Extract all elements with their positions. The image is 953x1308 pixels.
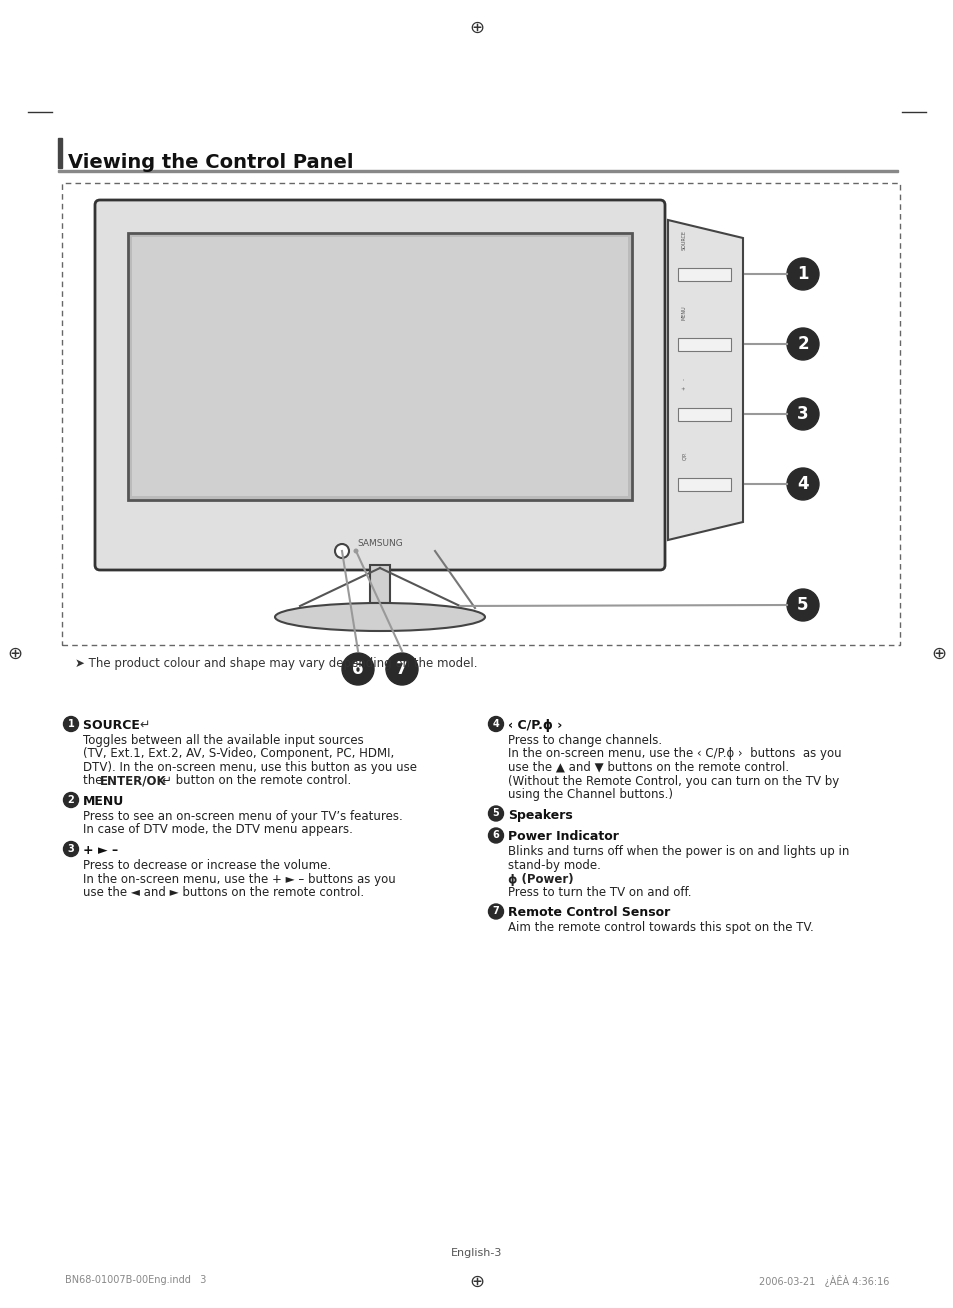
Polygon shape bbox=[667, 220, 742, 540]
Circle shape bbox=[335, 544, 349, 559]
Text: (Without the Remote Control, you can turn on the TV by: (Without the Remote Control, you can tur… bbox=[507, 774, 839, 787]
Text: Blinks and turns off when the power is on and lights up in: Blinks and turns off when the power is o… bbox=[507, 845, 848, 858]
Circle shape bbox=[786, 328, 818, 360]
Circle shape bbox=[488, 717, 503, 731]
Text: Viewing the Control Panel: Viewing the Control Panel bbox=[68, 153, 354, 171]
Text: use the ▲ and ▼ buttons on the remote control.: use the ▲ and ▼ buttons on the remote co… bbox=[507, 761, 788, 774]
Text: English-3: English-3 bbox=[451, 1248, 502, 1258]
Text: 1: 1 bbox=[797, 266, 808, 283]
Text: 1: 1 bbox=[68, 719, 74, 729]
Text: the: the bbox=[83, 774, 106, 787]
Text: C/P.: C/P. bbox=[681, 451, 686, 460]
Text: 2: 2 bbox=[68, 795, 74, 804]
Bar bbox=[58, 170, 897, 171]
Text: ➤ The product colour and shape may vary depending on the model.: ➤ The product colour and shape may vary … bbox=[75, 657, 477, 670]
Bar bbox=[678, 337, 730, 351]
Bar bbox=[62, 183, 899, 645]
Text: 6: 6 bbox=[492, 831, 498, 841]
Text: Aim the remote control towards this spot on the TV.: Aim the remote control towards this spot… bbox=[507, 922, 813, 934]
Text: ENTER/OK: ENTER/OK bbox=[100, 774, 167, 787]
Circle shape bbox=[341, 653, 374, 685]
Text: Power Indicator: Power Indicator bbox=[507, 831, 618, 844]
Text: stand-by mode.: stand-by mode. bbox=[507, 859, 600, 872]
Circle shape bbox=[488, 904, 503, 920]
Circle shape bbox=[64, 841, 78, 857]
Circle shape bbox=[488, 806, 503, 821]
Text: ⊕: ⊕ bbox=[8, 645, 23, 663]
Text: ⊕: ⊕ bbox=[469, 1273, 484, 1291]
Text: 7: 7 bbox=[395, 661, 407, 678]
Text: Toggles between all the available input sources: Toggles between all the available input … bbox=[83, 734, 363, 747]
Text: ⊕: ⊕ bbox=[469, 20, 484, 37]
Text: SOURCE: SOURCE bbox=[681, 230, 686, 250]
Circle shape bbox=[786, 589, 818, 621]
Text: 4: 4 bbox=[492, 719, 498, 729]
Text: 4: 4 bbox=[797, 475, 808, 493]
Text: +    -: + - bbox=[681, 378, 686, 390]
Text: 5: 5 bbox=[797, 596, 808, 613]
Circle shape bbox=[488, 828, 503, 842]
Text: 7: 7 bbox=[492, 906, 498, 917]
Text: + ► –: + ► – bbox=[83, 844, 118, 857]
Text: 3: 3 bbox=[797, 405, 808, 422]
Circle shape bbox=[354, 548, 358, 553]
Circle shape bbox=[64, 717, 78, 731]
Text: In the on-screen menu, use the + ► – buttons as you: In the on-screen menu, use the + ► – but… bbox=[83, 872, 395, 886]
Text: ‹ C/P.ϕ ›: ‹ C/P.ϕ › bbox=[507, 719, 561, 732]
Text: MENU: MENU bbox=[681, 305, 686, 320]
Text: using the Channel buttons.): using the Channel buttons.) bbox=[507, 787, 672, 800]
Text: 2006-03-21   ¿ÀÊÀ 4:36:16: 2006-03-21 ¿ÀÊÀ 4:36:16 bbox=[758, 1275, 888, 1287]
Text: In case of DTV mode, the DTV menu appears.: In case of DTV mode, the DTV menu appear… bbox=[83, 824, 353, 837]
Bar bbox=[58, 139, 62, 167]
Text: use the ◄ and ► buttons on the remote control.: use the ◄ and ► buttons on the remote co… bbox=[83, 886, 364, 899]
Bar bbox=[678, 477, 730, 490]
Text: MENU: MENU bbox=[83, 795, 124, 808]
Text: ↵ button on the remote control.: ↵ button on the remote control. bbox=[162, 774, 351, 787]
FancyBboxPatch shape bbox=[95, 200, 664, 570]
Circle shape bbox=[786, 258, 818, 290]
Text: 5: 5 bbox=[492, 808, 498, 819]
Text: 3: 3 bbox=[68, 844, 74, 854]
Circle shape bbox=[786, 398, 818, 430]
Text: ⊕: ⊕ bbox=[930, 645, 945, 663]
Text: Press to decrease or increase the volume.: Press to decrease or increase the volume… bbox=[83, 859, 331, 872]
Circle shape bbox=[64, 793, 78, 807]
Text: DTV). In the on-screen menu, use this button as you use: DTV). In the on-screen menu, use this bu… bbox=[83, 761, 416, 774]
Text: Press to see an on-screen menu of your TV’s features.: Press to see an on-screen menu of your T… bbox=[83, 810, 402, 823]
Bar bbox=[678, 408, 730, 421]
Bar bbox=[370, 565, 390, 603]
Circle shape bbox=[386, 653, 417, 685]
Text: Speakers: Speakers bbox=[507, 808, 572, 821]
Ellipse shape bbox=[274, 603, 484, 630]
Text: 2: 2 bbox=[797, 335, 808, 353]
Text: BN68-01007B-00Eng.indd   3: BN68-01007B-00Eng.indd 3 bbox=[65, 1275, 206, 1284]
Text: SOURCE: SOURCE bbox=[83, 719, 144, 732]
Text: Remote Control Sensor: Remote Control Sensor bbox=[507, 906, 670, 920]
Text: (TV, Ext.1, Ext.2, AV, S-Video, Component, PC, HDMI,: (TV, Ext.1, Ext.2, AV, S-Video, Componen… bbox=[83, 747, 394, 760]
Text: Press to turn the TV on and off.: Press to turn the TV on and off. bbox=[507, 886, 691, 899]
Bar bbox=[132, 237, 627, 496]
Text: ϕ (Power): ϕ (Power) bbox=[507, 872, 573, 886]
Text: SAMSUNG: SAMSUNG bbox=[356, 539, 402, 548]
Text: Press to change channels.: Press to change channels. bbox=[507, 734, 661, 747]
Bar bbox=[128, 233, 631, 500]
Text: In the on-screen menu, use the ‹ C/P.ϕ ›  buttons  as you: In the on-screen menu, use the ‹ C/P.ϕ ›… bbox=[507, 747, 841, 760]
Text: ↵: ↵ bbox=[139, 719, 150, 732]
Text: 6: 6 bbox=[352, 661, 363, 678]
Bar bbox=[678, 268, 730, 281]
Circle shape bbox=[786, 468, 818, 500]
